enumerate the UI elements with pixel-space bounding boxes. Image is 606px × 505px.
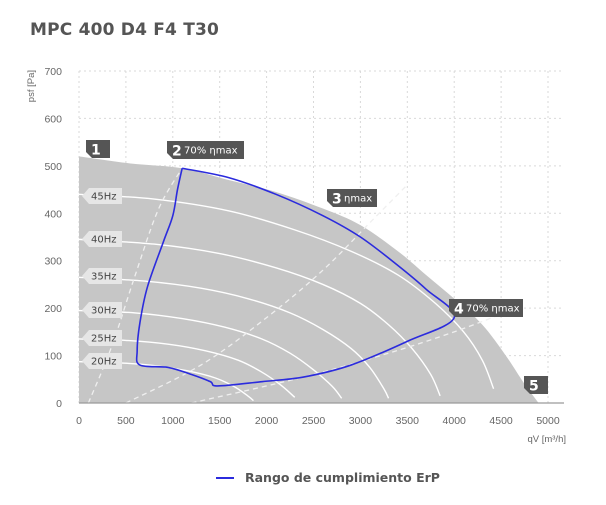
frequency-label-bg xyxy=(82,353,122,369)
frequency-label-bg xyxy=(82,302,122,318)
axes: 0 500 1000 1500 2000 2500 3000 3500 4000 4500 5000… xyxy=(26,66,566,445)
y-tick-label: 600 xyxy=(44,113,62,125)
efficiency-lines xyxy=(87,167,511,404)
frequency-label: 45Hz xyxy=(91,192,117,203)
frequency-curve xyxy=(78,309,343,399)
point-tag-bg xyxy=(327,189,377,207)
x-tick-label: 500 xyxy=(117,415,135,427)
point-tag-bg xyxy=(524,376,548,394)
frequency-curve xyxy=(78,276,390,399)
x-tick-label: 2500 xyxy=(302,415,326,427)
point-tag-bg xyxy=(167,141,244,159)
x-tick-label: 0 xyxy=(76,415,82,427)
y-tick-label: 0 xyxy=(56,398,62,410)
erp-range xyxy=(135,167,456,387)
frequency-label-bg xyxy=(82,268,122,284)
y-tick-label: 200 xyxy=(44,303,62,315)
frequency-curve xyxy=(78,193,495,390)
x-tick-label: 4000 xyxy=(443,415,467,427)
operating-region xyxy=(79,156,539,403)
legend: Rango de cumplimiento ErP xyxy=(216,470,440,485)
frequency-label: 40Hz xyxy=(91,235,117,246)
point-tag-number: 3 xyxy=(332,192,342,208)
frequency-label: 20Hz xyxy=(91,357,117,368)
frequency-labels: 45Hz 40Hz 35Hz 30Hz 25Hz 20Hz xyxy=(82,188,122,369)
frequency-label: 30Hz xyxy=(91,306,117,317)
frequency-label-bg xyxy=(82,330,122,346)
frequency-label: 35Hz xyxy=(91,272,117,283)
x-axis-label: qV [m³/h] xyxy=(527,434,566,445)
point-tag-bg xyxy=(449,299,523,317)
efficiency-line xyxy=(125,184,408,404)
x-tick-label: 3500 xyxy=(396,415,420,427)
x-tick-label: 2000 xyxy=(255,415,279,427)
x-tick-label: 4500 xyxy=(489,415,513,427)
point-tag-number: 2 xyxy=(172,144,182,160)
point-tag-label: 70% ηmax xyxy=(466,304,520,315)
x-tick-label: 1000 xyxy=(161,415,185,427)
chart-title: MPC 400 D4 F4 T30 xyxy=(30,20,220,40)
y-tick-label: 400 xyxy=(44,208,62,220)
operating-region-area xyxy=(79,156,539,403)
efficiency-line xyxy=(87,167,183,404)
point-tag-label: 70% ηmax xyxy=(184,146,238,157)
efficiency-line xyxy=(191,309,511,404)
frequency-label-bg xyxy=(82,231,122,247)
erp-compliance-line xyxy=(135,167,456,387)
x-tick-label: 3000 xyxy=(349,415,373,427)
y-tick-label: 700 xyxy=(44,66,62,78)
frequency-label: 25Hz xyxy=(91,334,117,345)
legend-swatch xyxy=(216,476,234,479)
x-tick-label: 5000 xyxy=(536,415,560,427)
frequency-curve xyxy=(78,338,296,398)
frequency-curve xyxy=(78,238,441,397)
frequency-label-bg xyxy=(82,188,122,204)
y-tick-label: 300 xyxy=(44,256,62,268)
legend-label: Rango de cumplimiento ErP xyxy=(245,470,440,485)
y-tick-label: 100 xyxy=(44,351,62,363)
x-tick-label: 1500 xyxy=(208,415,232,427)
point-tag-bg xyxy=(86,140,110,158)
point-tag-label: ηmax xyxy=(344,194,372,205)
y-tick-label: 500 xyxy=(44,161,62,173)
y-axis-label: psf [Pa] xyxy=(26,70,37,102)
point-tag-number: 1 xyxy=(91,143,101,159)
point-tag-number: 5 xyxy=(529,379,539,395)
point-tag-number: 4 xyxy=(454,302,464,318)
